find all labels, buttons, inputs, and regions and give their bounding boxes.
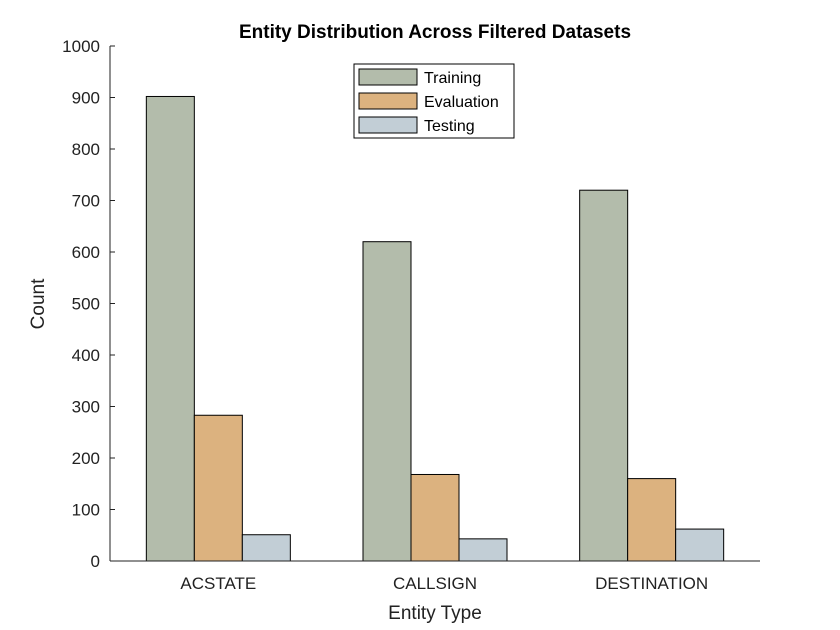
x-tick-label: CALLSIGN	[393, 574, 477, 593]
x-axis-ticks: ACSTATE CALLSIGN DESTINATION	[180, 556, 708, 593]
x-tick-label: ACSTATE	[180, 574, 256, 593]
legend-swatch-testing	[358, 116, 418, 134]
legend-swatch-training	[358, 68, 418, 86]
legend: Training Evaluation Testing	[353, 63, 515, 139]
bar-training-acstate	[145, 95, 195, 562]
bar-training-callsign	[362, 241, 412, 562]
y-tick-label: 0	[91, 552, 100, 571]
y-tick-label: 400	[72, 346, 100, 365]
bars	[145, 95, 725, 562]
y-tick-label: 1000	[62, 37, 100, 56]
y-tick-label: 100	[72, 501, 100, 520]
legend-label-evaluation: Evaluation	[424, 94, 499, 111]
chart-title: Entity Distribution Across Filtered Data…	[239, 22, 631, 43]
y-tick-label: 300	[72, 398, 100, 417]
y-tick-label: 900	[72, 89, 100, 108]
y-axis-ticks: 0 100 200 300 400 500 600 700 800 900 1000	[62, 37, 115, 571]
legend-label-training: Training	[424, 70, 481, 87]
bar-evaluation-callsign	[410, 473, 460, 562]
x-tick-label: DESTINATION	[595, 574, 708, 593]
y-axis-label: Count	[28, 278, 49, 329]
x-axis-label: Entity Type	[388, 603, 482, 624]
y-tick-label: 700	[72, 192, 100, 211]
y-tick-label: 600	[72, 243, 100, 262]
y-tick-label: 800	[72, 140, 100, 159]
bar-evaluation-acstate	[193, 414, 243, 562]
bar-training-destination	[579, 189, 629, 562]
y-tick-label: 200	[72, 449, 100, 468]
bar-testing-destination	[675, 528, 725, 562]
legend-swatch-evaluation	[358, 92, 418, 110]
bar-evaluation-destination	[627, 478, 677, 562]
legend-label-testing: Testing	[424, 118, 475, 135]
bar-testing-acstate	[241, 534, 291, 562]
y-tick-label: 500	[72, 295, 100, 314]
bar-testing-callsign	[458, 538, 508, 562]
